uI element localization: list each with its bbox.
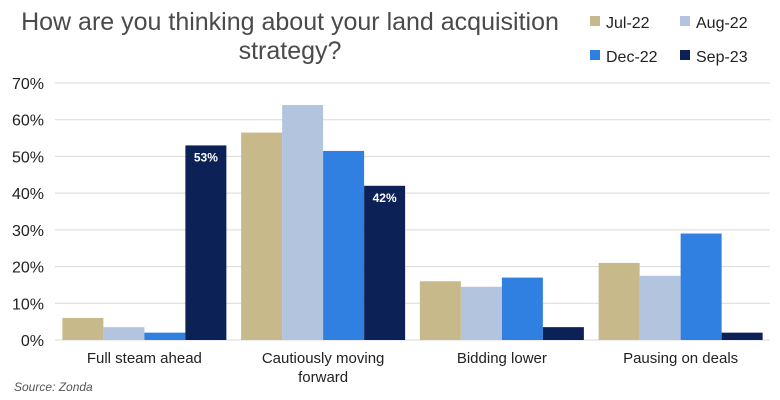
bar-aug-22-1 bbox=[282, 105, 324, 341]
bar-aug-22-3 bbox=[639, 275, 681, 340]
bar-jul-22-2 bbox=[419, 281, 461, 340]
bar-dec-22-2 bbox=[501, 277, 543, 340]
category-label: forward bbox=[298, 369, 348, 386]
bar-dec-22-0 bbox=[144, 332, 186, 340]
bar-jul-22-1 bbox=[241, 132, 283, 340]
legend-swatch-aug-22 bbox=[680, 16, 690, 26]
data-labels: 53% 42% bbox=[194, 150, 397, 204]
category-label: Pausing on deals bbox=[623, 350, 738, 367]
chart-title: How are you thinking about your land acq… bbox=[21, 8, 559, 65]
y-tick-label: 30% bbox=[12, 223, 44, 240]
bar-dec-22-3 bbox=[680, 233, 722, 340]
bar-sep-23-0 bbox=[185, 145, 227, 340]
bar-jul-22-3 bbox=[598, 262, 640, 340]
data-label: 53% bbox=[194, 150, 218, 164]
category-label: Bidding lower bbox=[457, 350, 547, 367]
legend-swatch-dec-22 bbox=[590, 50, 600, 60]
legend-label-dec-22: Dec-22 bbox=[606, 49, 658, 66]
bar-sep-23-3 bbox=[721, 332, 763, 340]
bar-aug-22-0 bbox=[103, 327, 145, 340]
bar-jul-22-0 bbox=[62, 317, 104, 340]
y-axis-tick-labels: 0% 10% 20% 30% 40% 50% 60% 70% bbox=[12, 76, 44, 350]
chart-title-line-2: strategy? bbox=[239, 37, 342, 65]
y-tick-label: 0% bbox=[21, 333, 44, 350]
bar-dec-22-1 bbox=[323, 150, 365, 340]
bar-sep-23-2 bbox=[542, 327, 584, 340]
y-tick-label: 60% bbox=[12, 113, 44, 130]
x-axis-category-labels: Full steam ahead Cautiously moving forward… bbox=[87, 350, 738, 386]
legend-swatch-sep-23 bbox=[680, 50, 690, 60]
category-label: Cautiously moving bbox=[262, 350, 385, 367]
y-tick-label: 70% bbox=[12, 76, 44, 93]
bars bbox=[62, 105, 763, 341]
y-tick-label: 50% bbox=[12, 149, 44, 166]
legend-label-sep-23: Sep-23 bbox=[696, 49, 748, 66]
y-tick-label: 10% bbox=[12, 296, 44, 313]
data-label: 42% bbox=[373, 191, 397, 205]
category-label: Full steam ahead bbox=[87, 350, 202, 367]
y-tick-label: 40% bbox=[12, 186, 44, 203]
bar-sep-23-1 bbox=[364, 185, 406, 340]
source-note: Source: Zonda bbox=[14, 380, 93, 394]
bar-aug-22-2 bbox=[460, 286, 502, 340]
gridlines bbox=[55, 82, 770, 341]
chart-title-line-1: How are you thinking about your land acq… bbox=[21, 8, 559, 36]
legend-swatch-jul-22 bbox=[590, 16, 600, 26]
legend-label-aug-22: Aug-22 bbox=[696, 15, 748, 32]
y-tick-label: 20% bbox=[12, 260, 44, 277]
legend: Jul-22 Aug-22 Dec-22 Sep-23 bbox=[590, 15, 748, 66]
legend-label-jul-22: Jul-22 bbox=[606, 15, 650, 32]
